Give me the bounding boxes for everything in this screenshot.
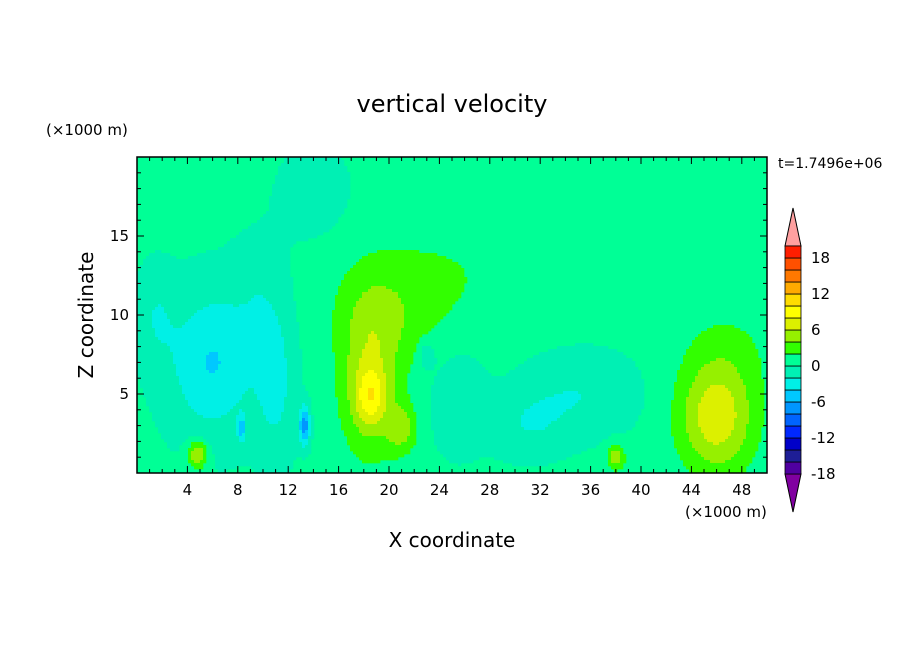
x-tick-label: 44 — [682, 481, 701, 499]
colorbar-band — [784, 353, 802, 367]
chart-title: vertical velocity — [357, 90, 548, 118]
y-unit-label: (×1000 m) — [46, 121, 128, 139]
x-tick-label: 48 — [732, 481, 751, 499]
x-axis-label: X coordinate — [389, 528, 516, 552]
colorbar-band — [784, 269, 802, 283]
colorbar-band — [784, 389, 802, 403]
colorbar-band — [784, 365, 802, 379]
colorbar-tick-label: -12 — [811, 429, 836, 447]
x-tick-label: 28 — [480, 481, 499, 499]
colorbar-band — [784, 413, 802, 427]
colorbar-band — [784, 293, 802, 307]
x-tick-label: 16 — [329, 481, 348, 499]
colorbar-band — [784, 377, 802, 391]
colorbar-band — [784, 449, 802, 463]
y-tick-label: 10 — [110, 306, 129, 324]
y-axis-label: Z coordinate — [74, 252, 98, 379]
colorbar-band — [784, 401, 802, 415]
x-tick-label: 8 — [233, 481, 243, 499]
colorbar-tick-label: 0 — [811, 357, 821, 375]
colorbar-band — [784, 281, 802, 295]
colorbar-band — [784, 425, 802, 439]
colorbar-tick-label: -18 — [811, 465, 836, 483]
colorbar-band — [784, 461, 802, 475]
colorbar-band — [784, 317, 802, 331]
x-tick-label: 40 — [631, 481, 650, 499]
x-tick-label: 36 — [581, 481, 600, 499]
colorbar-band — [784, 305, 802, 319]
colorbar-tick-label: 18 — [811, 249, 830, 267]
y-tick-label: 15 — [110, 227, 129, 245]
x-tick-label: 12 — [279, 481, 298, 499]
colorbar-tick-label: -6 — [811, 393, 826, 411]
colorbar: 18 12 6 0 -6 -12 -18 — [784, 207, 836, 513]
x-unit-label: (×1000 m) — [685, 503, 767, 521]
colorbar-tick-label: 6 — [811, 321, 821, 339]
colorbar-top-arrow — [784, 207, 802, 247]
contour-field — [137, 157, 767, 473]
colorbar-tick-label: 12 — [811, 285, 830, 303]
colorbar-band — [784, 341, 802, 355]
y-tick-label: 5 — [119, 385, 129, 403]
x-tick-label: 4 — [183, 481, 193, 499]
x-axis: 4 8 12 16 20 24 28 32 36 40 44 48 — [149, 157, 755, 499]
x-tick-label: 32 — [531, 481, 550, 499]
time-label: t=1.7496e+06 — [778, 156, 882, 172]
colorbar-bottom-arrow — [784, 473, 802, 513]
y-axis: 5 10 15 — [110, 172, 767, 458]
x-tick-label: 24 — [430, 481, 449, 499]
x-tick-label: 20 — [379, 481, 398, 499]
colorbar-band — [784, 245, 802, 259]
colorbar-band — [784, 329, 802, 343]
colorbar-band — [784, 257, 802, 271]
colorbar-band — [784, 437, 802, 451]
